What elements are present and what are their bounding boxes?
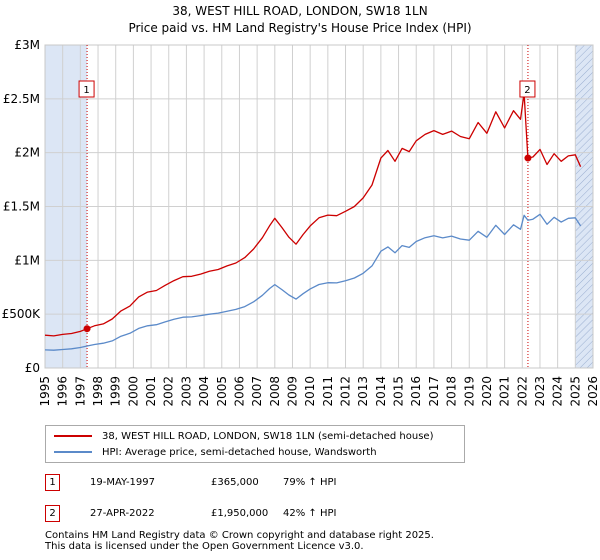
sale-date: 19-MAY-1997 bbox=[90, 477, 156, 488]
hpi-line bbox=[44, 213, 582, 351]
x-tick-label: 2014 bbox=[374, 376, 388, 407]
x-tick-label: 2002 bbox=[162, 376, 176, 407]
sale-points bbox=[83, 154, 532, 333]
sale-number-box: 1 bbox=[45, 474, 60, 491]
x-tick-label: 2006 bbox=[232, 376, 246, 407]
x-tick-label: 2011 bbox=[321, 376, 335, 407]
y-tick-label: £2.5M bbox=[3, 92, 40, 106]
legend-swatch-hpi bbox=[54, 451, 92, 453]
title-line-2: Price paid vs. HM Land Registry's House … bbox=[128, 21, 472, 35]
sale-price: £1,950,000 bbox=[211, 508, 269, 519]
property-price-line bbox=[44, 92, 582, 337]
x-tick-label: 2026 bbox=[586, 376, 600, 407]
chart-title: 38, WEST HILL ROAD, LONDON, SW18 1LN Pri… bbox=[0, 3, 600, 37]
x-tick-label: 2025 bbox=[568, 376, 582, 407]
y-axis-ticks: £0 £500K £1M £1.5M £2M £2.5M £3M bbox=[2, 38, 42, 375]
x-axis-ticks: 1995 1996 1997 1998 1999 2000 2001 2002 2003 2004… bbox=[38, 376, 600, 407]
x-tick-label: 2020 bbox=[480, 376, 494, 407]
x-tick-label: 2004 bbox=[197, 376, 211, 407]
footer-line-1: Contains HM Land Registry data © Crown c… bbox=[45, 530, 434, 541]
x-tick-label: 2007 bbox=[250, 376, 264, 407]
x-tick-label: 2016 bbox=[409, 376, 423, 407]
x-tick-label: 1999 bbox=[109, 376, 123, 407]
x-tick-label: 1997 bbox=[73, 376, 87, 407]
y-tick-label: £2M bbox=[14, 146, 40, 160]
sale-marker-label: 2 bbox=[524, 85, 530, 96]
x-tick-label: 1995 bbox=[38, 376, 52, 407]
x-tick-label: 2003 bbox=[179, 376, 193, 407]
legend-item-hpi: HPI: Average price, semi-detached house,… bbox=[54, 446, 377, 460]
sale-marker-box bbox=[519, 80, 536, 98]
y-tick-label: £0 bbox=[25, 361, 40, 375]
x-tick-label: 2019 bbox=[462, 376, 476, 407]
plot-border bbox=[44, 44, 594, 369]
x-tick-label: 2012 bbox=[339, 376, 353, 407]
sale-hpi-diff: 79% ↑ HPI bbox=[283, 477, 337, 488]
y-tick-label: £3M bbox=[14, 38, 40, 52]
legend-label-property: 38, WEST HILL ROAD, LONDON, SW18 1LN (se… bbox=[102, 431, 434, 442]
sale-point bbox=[524, 154, 532, 162]
y-tick-label: £500K bbox=[2, 307, 42, 321]
legend-item-property: 38, WEST HILL ROAD, LONDON, SW18 1LN (se… bbox=[54, 430, 433, 444]
legend-swatch-property bbox=[54, 435, 92, 437]
x-tick-label: 2017 bbox=[427, 376, 441, 407]
x-tick-label: 2022 bbox=[515, 376, 529, 407]
x-tick-label: 2001 bbox=[144, 376, 158, 407]
legend: 38, WEST HILL ROAD, LONDON, SW18 1LN (se… bbox=[45, 425, 465, 463]
footer-line-2: This data is licensed under the Open Gov… bbox=[45, 541, 364, 552]
x-tick-label: 1998 bbox=[91, 376, 105, 407]
sale-point bbox=[83, 325, 91, 333]
x-tick-label: 2015 bbox=[392, 376, 406, 407]
x-tick-label: 2010 bbox=[303, 376, 317, 407]
y-tick-label: £1.5M bbox=[3, 200, 40, 214]
x-tick-label: 2018 bbox=[445, 376, 459, 407]
grid-lines bbox=[44, 44, 594, 369]
x-tick-label: 2009 bbox=[285, 376, 299, 407]
x-tick-label: 2013 bbox=[356, 376, 370, 407]
y-tick-label: £1M bbox=[14, 253, 40, 267]
x-tick-label: 2021 bbox=[498, 376, 512, 407]
sale-number-box: 2 bbox=[45, 505, 60, 522]
sale-date: 27-APR-2022 bbox=[90, 508, 155, 519]
title-line-1: 38, WEST HILL ROAD, LONDON, SW18 1LN bbox=[172, 4, 428, 18]
legend-label-hpi: HPI: Average price, semi-detached house,… bbox=[102, 447, 377, 458]
sale-marker-box bbox=[78, 80, 95, 98]
sale-price: £365,000 bbox=[211, 477, 259, 488]
x-tick-label: 2000 bbox=[126, 376, 140, 407]
x-tick-label: 1996 bbox=[56, 376, 70, 407]
x-tick-label: 2005 bbox=[215, 376, 229, 407]
footer: Contains HM Land Registry data © Crown c… bbox=[45, 530, 434, 552]
sale-hpi-diff: 42% ↑ HPI bbox=[283, 508, 337, 519]
x-tick-label: 2024 bbox=[551, 376, 565, 407]
x-tick-label: 2008 bbox=[268, 376, 282, 407]
x-tick-label: 2023 bbox=[533, 376, 547, 407]
sale-marker-label: 1 bbox=[83, 85, 89, 96]
series-lines bbox=[44, 92, 582, 351]
